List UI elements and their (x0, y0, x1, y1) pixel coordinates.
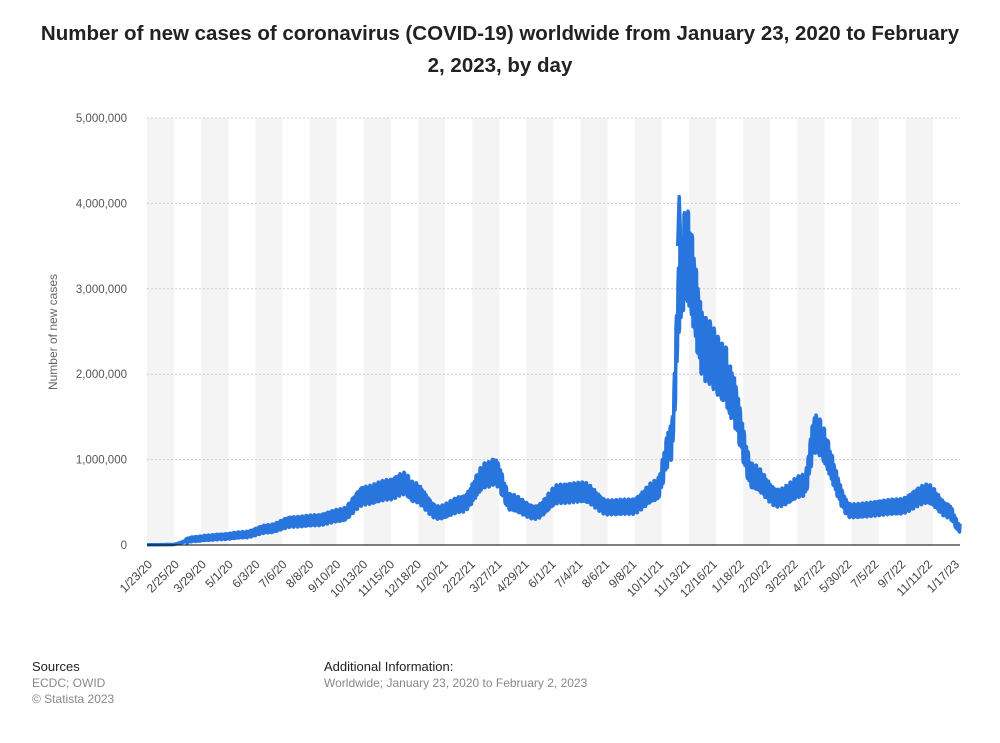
column-band (905, 118, 933, 545)
x-tick-label: 7/6/20 (256, 557, 290, 591)
column-band (580, 118, 608, 545)
column-band (201, 118, 229, 545)
y-axis-label: Number of new cases (46, 274, 60, 390)
column-band (851, 118, 879, 545)
column-band (634, 118, 662, 545)
series-layer (145, 194, 962, 547)
column-band (309, 118, 337, 545)
copyright-line: © Statista 2023 (32, 692, 115, 706)
x-tick-label: 7/4/21 (552, 557, 586, 591)
x-tick-label: 6/1/21 (525, 557, 559, 591)
x-axis-ticks: 1/23/202/25/203/29/205/1/206/3/207/6/208… (117, 557, 962, 600)
column-band (147, 118, 175, 545)
y-tick-label: 2,000,000 (76, 369, 127, 381)
y-axis-ticks: 0 1,000,000 2,000,000 3,000,000 4,000,000 5,0… (76, 113, 127, 552)
column-band (418, 118, 446, 545)
column-band (363, 118, 391, 545)
sources-line[interactable]: ECDC; OWID (32, 676, 106, 690)
series-peak-segment (675, 194, 684, 264)
y-tick-label: 5,000,000 (76, 113, 127, 125)
x-tick-label: 6/3/20 (229, 557, 263, 591)
chart-title: Number of new cases of coronavirus (COVI… (40, 22, 960, 77)
y-tick-label: 0 (121, 540, 127, 552)
additional-info-text: Worldwide; January 23, 2020 to February … (324, 676, 588, 690)
x-tick-label: 5/1/20 (202, 557, 236, 591)
series-line-new-cases[interactable] (145, 209, 962, 547)
sources-heading: Sources (32, 659, 80, 674)
column-bands (147, 118, 933, 545)
additional-info-heading: Additional Information: (324, 659, 454, 674)
y-tick-label: 3,000,000 (76, 284, 127, 296)
column-band (255, 118, 283, 545)
column-band (526, 118, 554, 545)
y-tick-label: 1,000,000 (76, 455, 127, 467)
y-tick-label: 4,000,000 (76, 198, 127, 210)
x-tick-label: 7/5/22 (848, 557, 882, 591)
x-tick-label: 8/6/21 (579, 557, 613, 591)
sources-block: Sources ECDC; OWID © Statista 2023 (32, 659, 114, 707)
chart-canvas: 0 1,000,000 2,000,000 3,000,000 4,000,000 5,0… (46, 113, 962, 600)
additional-info-block: Additional Information: Worldwide; Janua… (324, 659, 587, 691)
